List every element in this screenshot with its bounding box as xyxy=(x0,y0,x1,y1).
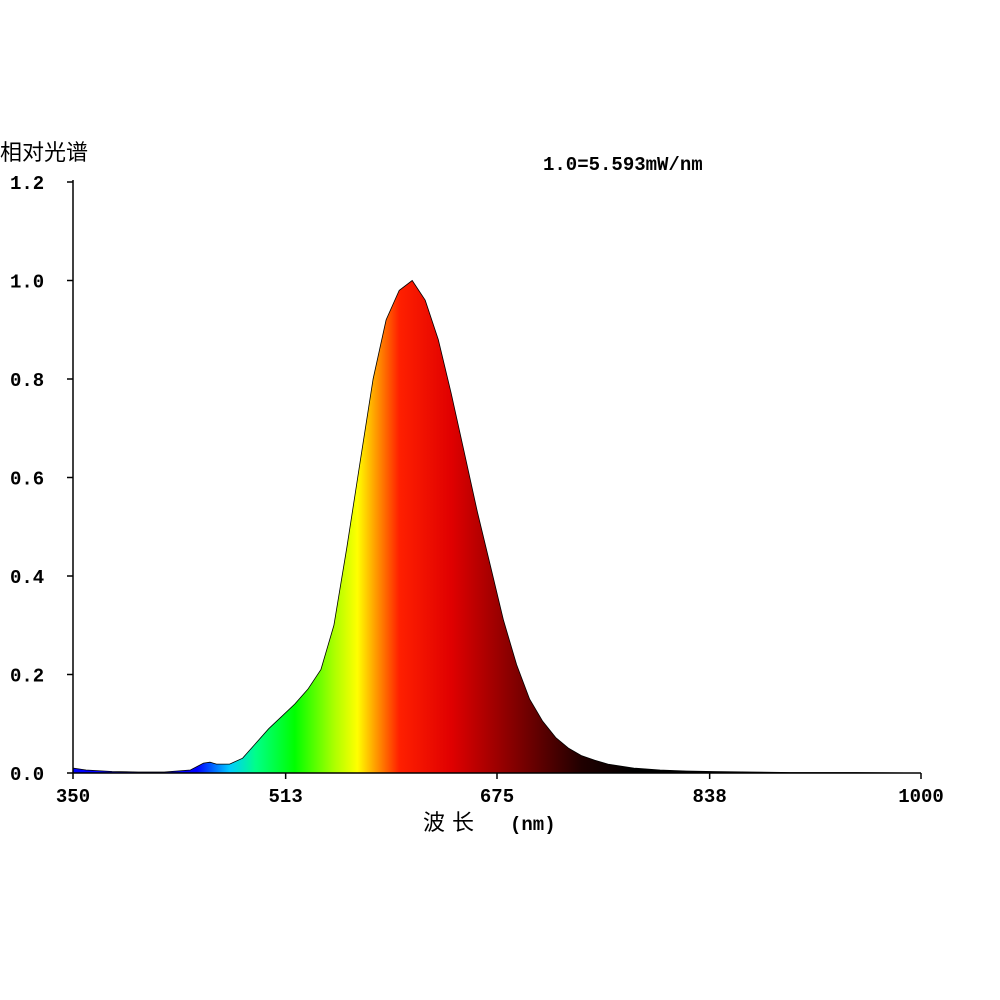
plot-area xyxy=(72,279,922,774)
y-tick-label: 0.0 xyxy=(10,764,44,786)
x-tick-label: 1000 xyxy=(898,786,944,808)
x-tick-label: 675 xyxy=(480,786,514,808)
axes: 0.0 0.2 0.4 0.6 0.8 1.0 1.2 350 513 675 838 1000 xyxy=(10,173,944,808)
y-tick-label: 0.6 xyxy=(10,469,44,491)
y-tick-label: 0.8 xyxy=(10,370,44,392)
y-tick-label: 1.0 xyxy=(10,272,44,294)
x-tick-label: 513 xyxy=(269,786,303,808)
y-tick-label: 1.2 xyxy=(10,173,44,195)
y-axis-label: 相对光谱 xyxy=(0,141,88,166)
x-tick-label: 838 xyxy=(693,786,727,808)
y-tick-label: 0.4 xyxy=(10,567,44,589)
x-axis-unit: (nm) xyxy=(510,814,556,836)
spectrum-area xyxy=(72,279,922,774)
y-tick-label: 0.2 xyxy=(10,666,44,688)
scale-annotation: 1.0=5.593mW/nm xyxy=(543,154,703,176)
x-tick-label: 350 xyxy=(56,786,90,808)
x-axis-label: 波 长 xyxy=(423,811,474,836)
